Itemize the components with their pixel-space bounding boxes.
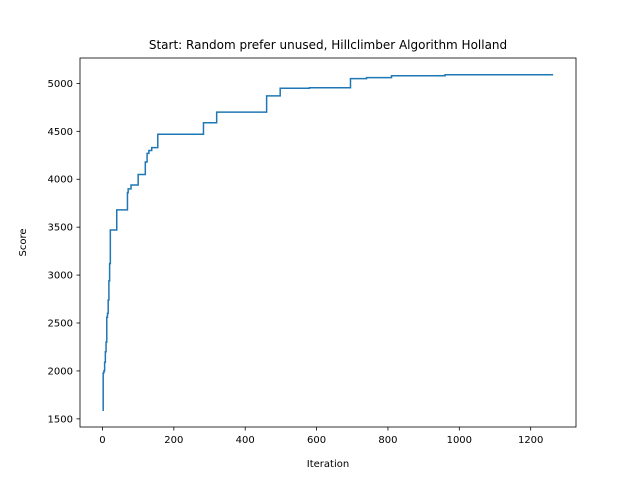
x-tick-label: 800 [378, 435, 397, 446]
y-tick-label: 1500 [48, 414, 73, 425]
x-tick-label: 400 [236, 435, 255, 446]
score-series-line [102, 74, 554, 411]
x-axis-label: Iteration [307, 459, 349, 470]
plot-frame [79, 57, 577, 428]
y-tick-label: 3000 [48, 271, 73, 282]
y-tick-label: 4000 [48, 175, 73, 186]
axis-ticks: 0 200 400 600 800 1000 1200 1500 2000 2500 3000 350… [48, 79, 544, 446]
y-axis-label: Score [18, 228, 29, 256]
x-tick-label: 600 [307, 435, 326, 446]
plot-area [102, 74, 554, 411]
x-tick-label: 200 [164, 435, 183, 446]
x-tick-label: 1000 [447, 435, 472, 446]
y-tick-label: 4500 [48, 127, 73, 138]
x-tick-label: 0 [99, 435, 105, 446]
y-tick-label: 5000 [48, 79, 73, 90]
chart-title: Start: Random prefer unused, Hillclimber… [149, 38, 507, 52]
x-tick-label: 1200 [518, 435, 543, 446]
y-tick-label: 3500 [48, 223, 73, 234]
y-tick-label: 2000 [48, 366, 73, 377]
y-tick-label: 2500 [48, 319, 73, 330]
